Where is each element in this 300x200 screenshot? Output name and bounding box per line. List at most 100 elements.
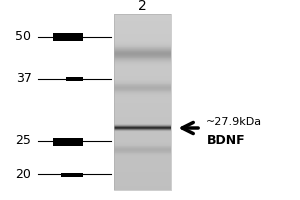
Bar: [114, 141, 171, 142]
Bar: [114, 137, 171, 138]
Bar: [114, 31, 171, 32]
Bar: [114, 136, 171, 137]
Bar: [114, 28, 171, 29]
Bar: [114, 75, 171, 76]
Bar: [114, 22, 171, 23]
Bar: [114, 81, 171, 82]
Bar: [114, 19, 171, 20]
Bar: [114, 104, 171, 105]
Bar: [114, 117, 171, 118]
Bar: [114, 110, 171, 111]
Bar: [114, 188, 171, 189]
Bar: [114, 132, 171, 133]
Bar: [114, 67, 171, 68]
Bar: [114, 37, 171, 38]
Text: 20: 20: [16, 168, 32, 180]
Bar: [114, 47, 171, 48]
Bar: [114, 179, 171, 180]
Bar: [52, 138, 83, 146]
Bar: [114, 125, 171, 126]
Text: ~27.9kDa: ~27.9kDa: [206, 117, 262, 127]
Bar: [114, 134, 171, 135]
Bar: [61, 173, 82, 177]
Bar: [114, 66, 171, 67]
Bar: [114, 95, 171, 96]
Bar: [114, 146, 171, 147]
Bar: [114, 51, 171, 52]
Bar: [114, 74, 171, 75]
Bar: [114, 20, 171, 21]
Bar: [114, 148, 171, 149]
Bar: [114, 173, 171, 174]
Bar: [114, 145, 171, 146]
Bar: [114, 144, 171, 145]
Bar: [114, 43, 171, 44]
Bar: [114, 15, 171, 16]
Bar: [114, 166, 171, 167]
Bar: [114, 91, 171, 92]
Bar: [114, 46, 171, 47]
Bar: [114, 165, 171, 166]
Bar: [114, 163, 171, 164]
Bar: [114, 48, 171, 49]
Bar: [114, 111, 171, 112]
Bar: [114, 30, 171, 31]
Bar: [114, 32, 171, 33]
Bar: [114, 18, 171, 19]
Bar: [114, 135, 171, 136]
Bar: [114, 106, 171, 107]
Bar: [114, 109, 171, 110]
Bar: [114, 116, 171, 117]
Bar: [114, 120, 171, 121]
Bar: [114, 138, 171, 139]
Bar: [114, 178, 171, 179]
Bar: [114, 143, 171, 144]
Text: 50: 50: [16, 30, 32, 44]
Bar: [114, 177, 171, 178]
Bar: [114, 86, 171, 87]
Bar: [114, 124, 171, 125]
Bar: [114, 14, 171, 190]
Bar: [114, 53, 171, 54]
Bar: [114, 187, 171, 188]
Bar: [114, 113, 171, 114]
Bar: [114, 168, 171, 169]
Bar: [114, 158, 171, 159]
Bar: [114, 99, 171, 100]
Bar: [114, 97, 171, 98]
Bar: [114, 159, 171, 160]
Bar: [114, 171, 171, 172]
Bar: [114, 130, 171, 131]
Bar: [114, 92, 171, 93]
Bar: [114, 161, 171, 162]
Bar: [114, 102, 171, 103]
Bar: [114, 151, 171, 152]
Bar: [114, 55, 171, 56]
Bar: [114, 79, 171, 80]
Bar: [114, 167, 171, 168]
Bar: [114, 155, 171, 156]
Bar: [114, 58, 171, 59]
Bar: [114, 172, 171, 173]
Bar: [114, 40, 171, 41]
Bar: [114, 112, 171, 113]
Bar: [114, 57, 171, 58]
Bar: [114, 103, 171, 104]
Bar: [66, 77, 82, 81]
Bar: [114, 150, 171, 151]
Bar: [114, 156, 171, 157]
Bar: [114, 170, 171, 171]
Bar: [114, 149, 171, 150]
Bar: [114, 38, 171, 39]
Bar: [114, 186, 171, 187]
Bar: [114, 87, 171, 88]
Bar: [114, 176, 171, 177]
Bar: [114, 85, 171, 86]
Bar: [114, 14, 171, 15]
Bar: [114, 142, 171, 143]
Bar: [114, 184, 171, 185]
Bar: [114, 131, 171, 132]
Bar: [114, 82, 171, 83]
Text: 37: 37: [16, 72, 32, 86]
Bar: [114, 101, 171, 102]
